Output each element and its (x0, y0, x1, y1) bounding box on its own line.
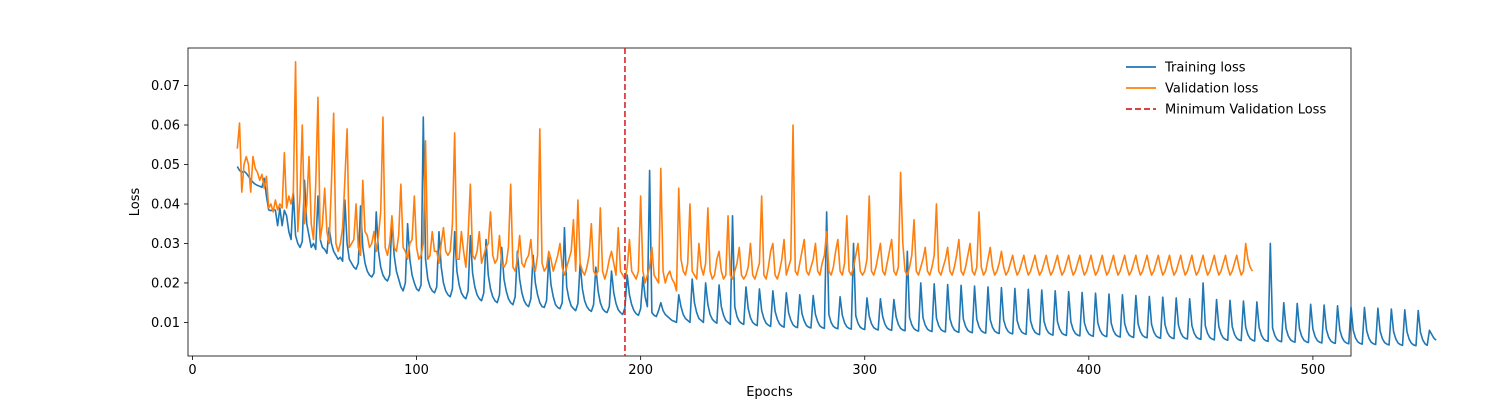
x-tick-label: 400 (1076, 363, 1101, 378)
y-axis-label: Loss (128, 188, 143, 217)
y-tick-label: 0.03 (151, 237, 180, 252)
x-axis-label: Epochs (746, 385, 793, 400)
x-tick-label: 500 (1300, 363, 1325, 378)
axes (187, 47, 1352, 357)
legend-label: Validation loss (1165, 82, 1259, 97)
training-loss-line (236, 116, 1437, 347)
y-axis-ticks: 0.01 0.02 0.03 0.04 0.05 0.06 0.07 (151, 79, 188, 331)
x-axis-ticks: 0 100 200 300 400 500 (188, 356, 1325, 378)
x-tick-label: 100 (404, 363, 429, 378)
y-tick-label: 0.02 (151, 276, 180, 291)
x-tick-label: 200 (628, 363, 653, 378)
axes-frame (187, 47, 1352, 357)
validation-loss-line (236, 61, 1254, 292)
series-layer (236, 61, 1437, 347)
y-tick-label: 0.01 (151, 316, 180, 331)
legend-label: Minimum Validation Loss (1165, 103, 1326, 118)
y-tick-label: 0.07 (151, 79, 180, 94)
y-tick-label: 0.05 (151, 158, 180, 173)
x-tick-label: 0 (188, 363, 196, 378)
legend-label: Training loss (1164, 61, 1246, 76)
x-tick-label: 300 (852, 363, 877, 378)
y-tick-label: 0.06 (151, 119, 180, 134)
y-tick-label: 0.04 (151, 197, 180, 212)
legend: Training loss Validation loss Minimum Vali… (1126, 61, 1326, 118)
